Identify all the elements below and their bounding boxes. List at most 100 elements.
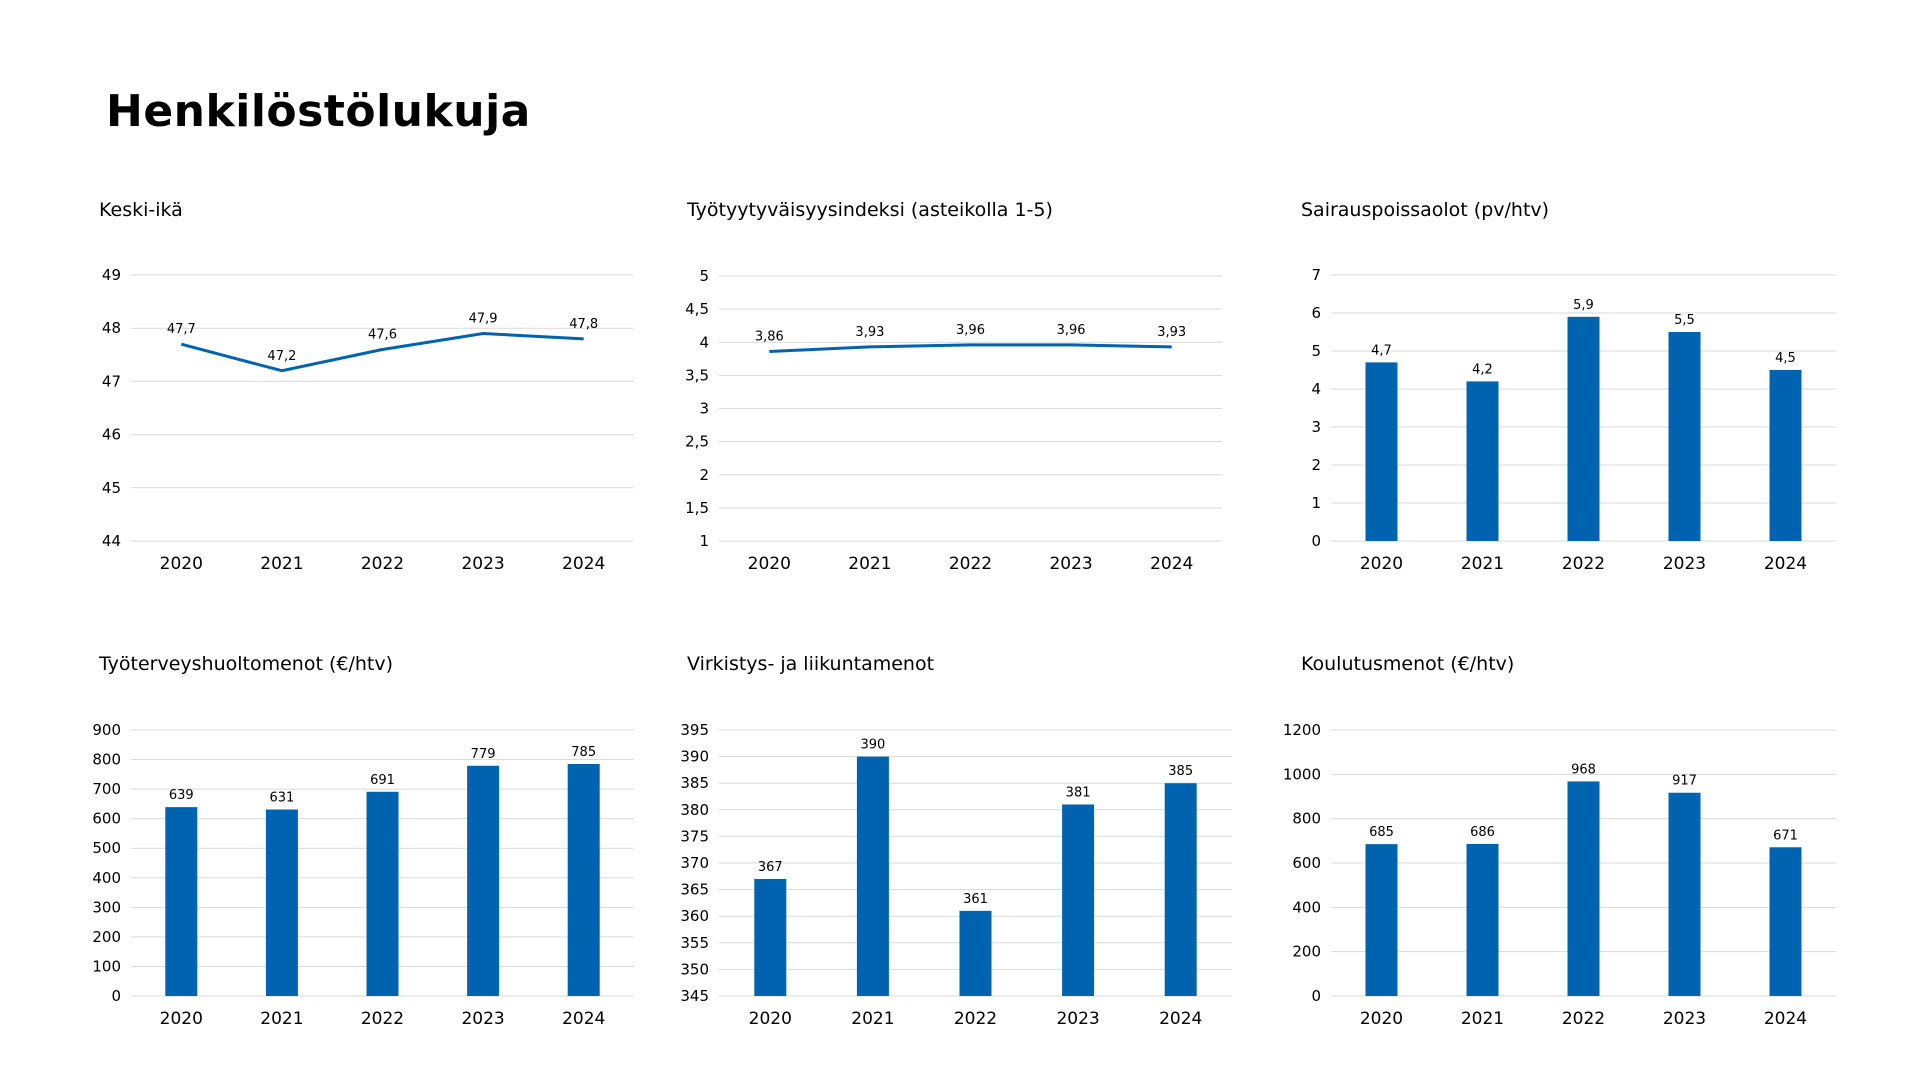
- data-label: 4,5: [1775, 351, 1796, 366]
- bar: [1567, 316, 1600, 541]
- x-tick-label: 2020: [1360, 1009, 1403, 1029]
- bar: [366, 791, 399, 996]
- x-tick-label: 2024: [562, 1009, 605, 1029]
- x-tick-label: 2021: [1461, 554, 1504, 574]
- y-tick-label: 1: [699, 532, 709, 550]
- data-label: 3,93: [855, 325, 884, 340]
- data-label: 390: [860, 738, 885, 753]
- data-label: 4,2: [1472, 362, 1493, 377]
- chart-title: Työtyytyväisyysindeksi (asteikolla 1-5): [687, 199, 1053, 221]
- x-tick-label: 2020: [160, 554, 203, 574]
- data-label: 381: [1066, 785, 1091, 800]
- bar: [1769, 847, 1802, 996]
- data-label: 4,7: [1371, 343, 1392, 358]
- y-tick-label: 0: [111, 987, 121, 1005]
- chart-title: Työterveyshuoltomenot (€/htv): [99, 653, 394, 675]
- x-tick-label: 2024: [1159, 1009, 1202, 1029]
- y-tick-label: 49: [102, 266, 121, 284]
- y-tick-label: 100: [92, 957, 121, 975]
- y-tick-label: 800: [92, 751, 121, 769]
- y-tick-label: 385: [680, 774, 709, 792]
- y-tick-label: 3: [1311, 418, 1321, 436]
- data-label: 361: [963, 892, 988, 907]
- chart-title: Sairauspoissaolot (pv/htv): [1301, 199, 1550, 221]
- bar: [265, 809, 298, 996]
- y-tick-label: 395: [680, 721, 709, 739]
- chart-panel-tyoterveyshuolto: Työterveyshuoltomenot (€/htv) 0 100 200 300…: [92, 653, 639, 1033]
- y-tick-label: 0: [1311, 532, 1321, 550]
- bar: [959, 910, 992, 996]
- x-tick-label: 2020: [748, 554, 791, 574]
- y-tick-label: 46: [102, 426, 121, 444]
- y-tick-label: 600: [92, 810, 121, 828]
- chart-title: Koulutusmenot (€/htv): [1301, 653, 1515, 675]
- bar: [754, 878, 787, 996]
- bar-chart: 0 100 200 300 400 500 600 700 800 900 2020 2021 2022…: [92, 721, 634, 1029]
- y-tick-label: 600: [1292, 854, 1321, 872]
- chart-panel-virkistys: Virkistys- ja liikuntamenot 345 350 355 360…: [680, 653, 1232, 1033]
- data-label: 917: [1672, 774, 1697, 789]
- x-tick-label: 2024: [1764, 554, 1807, 574]
- series-line: [769, 343, 1172, 354]
- y-tick-label: 200: [1292, 943, 1321, 961]
- bar: [856, 756, 889, 996]
- bar-chart: 0 1 2 3 4 5 6 7 2020 2021 2022 2023 2024 4,7 4,2 5,9 5,5…: [1311, 266, 1836, 574]
- x-tick-label: 2022: [1562, 554, 1605, 574]
- x-tick-label: 2021: [260, 1009, 303, 1029]
- y-tick-label: 3: [699, 400, 709, 418]
- x-tick-label: 2022: [361, 554, 404, 574]
- y-tick-label: 7: [1311, 266, 1321, 284]
- page-title: Henkilöstölukuja: [106, 86, 531, 137]
- data-label: 3,93: [1157, 325, 1186, 340]
- chart-panel-koulutusmenot: Koulutusmenot (€/htv) 0 200 400 600 800 1000 1…: [1283, 653, 1841, 1033]
- chart-panel-keski-ika: Keski-ikä 44 45 46 47 48 49 2020 2021 2022 2023 20…: [99, 199, 639, 579]
- y-tick-label: 0: [1311, 987, 1321, 1005]
- y-tick-label: 5: [699, 267, 709, 285]
- y-tick-label: 365: [680, 881, 709, 899]
- y-tick-label: 1200: [1283, 721, 1321, 739]
- y-tick-label: 800: [1292, 810, 1321, 828]
- data-label: 47,2: [267, 349, 296, 364]
- bar: [1769, 370, 1802, 541]
- x-tick-label: 2023: [461, 1009, 504, 1029]
- bar-chart: 0 200 400 600 800 1000 1200 2020 2021 2022 2023 202…: [1283, 721, 1836, 1029]
- y-tick-label: 2: [1311, 456, 1321, 474]
- data-label: 685: [1369, 825, 1394, 840]
- x-tick-label: 2022: [1562, 1009, 1605, 1029]
- bar: [1062, 804, 1095, 996]
- y-tick-label: 380: [680, 801, 709, 819]
- x-tick-label: 2022: [954, 1009, 997, 1029]
- data-label: 3,86: [755, 330, 784, 345]
- y-tick-label: 350: [680, 960, 709, 978]
- data-label: 385: [1168, 764, 1193, 779]
- data-label: 5,9: [1573, 298, 1594, 313]
- data-label: 631: [269, 791, 294, 806]
- data-label: 47,8: [569, 317, 598, 332]
- data-label: 47,9: [469, 312, 498, 327]
- bar: [567, 763, 600, 996]
- data-label: 367: [758, 860, 783, 875]
- x-tick-label: 2023: [1049, 554, 1092, 574]
- x-tick-label: 2023: [1056, 1009, 1099, 1029]
- series-line: [180, 332, 584, 373]
- x-tick-label: 2020: [160, 1009, 203, 1029]
- data-label: 686: [1470, 825, 1495, 840]
- y-tick-label: 375: [680, 827, 709, 845]
- data-label: 3,96: [1057, 323, 1086, 338]
- data-label: 639: [169, 788, 194, 803]
- y-tick-label: 370: [680, 854, 709, 872]
- y-tick-label: 200: [92, 928, 121, 946]
- bar: [1365, 844, 1398, 996]
- data-label: 47,6: [368, 327, 397, 342]
- bar-chart: 345 350 355 360 365 370 375 380 385 390 395 2020 202…: [680, 721, 1232, 1029]
- y-tick-label: 2: [699, 466, 709, 484]
- y-tick-label: 500: [92, 839, 121, 857]
- data-label: 785: [571, 745, 596, 760]
- bar: [467, 765, 500, 996]
- data-label: 779: [471, 747, 496, 762]
- x-tick-label: 2023: [1663, 554, 1706, 574]
- x-tick-label: 2022: [361, 1009, 404, 1029]
- y-tick-label: 390: [680, 748, 709, 766]
- bar: [1365, 362, 1398, 541]
- y-tick-label: 700: [92, 780, 121, 798]
